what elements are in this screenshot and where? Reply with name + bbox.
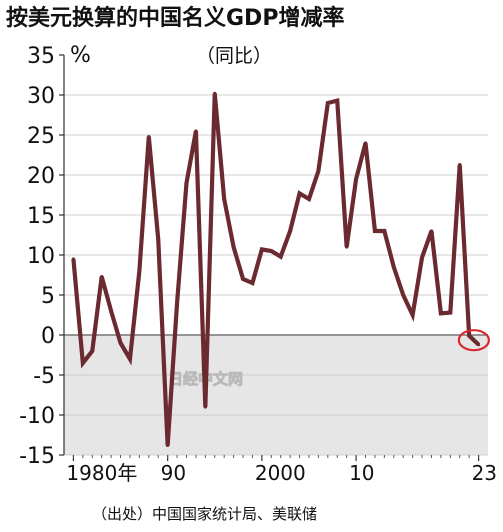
x-tick-label: 90 [161,461,186,485]
data-point [373,229,377,233]
data-point [429,229,434,233]
data-point [232,245,236,249]
data-point [297,191,302,195]
data-point [354,177,358,181]
data-point [467,334,471,338]
data-point [118,341,123,345]
data-point [448,311,452,315]
data-point [100,275,104,279]
x-tick-label: 10 [349,461,374,485]
y-tick-label: -15 [19,444,55,469]
data-point [363,141,368,145]
data-point [184,181,189,185]
x-tick-label: 1980年 [66,461,137,485]
x-tick-label: 2000 [255,461,306,485]
y-tick-label: 0 [41,324,55,349]
data-point [241,277,245,281]
data-point [279,255,283,259]
data-point [392,265,396,269]
data-point [147,135,151,139]
data-point [335,99,339,103]
data-point [213,91,217,95]
y-tick-label: 5 [41,284,55,309]
data-point [326,101,330,105]
x-tick-label: 23 [472,461,497,485]
data-point [90,349,94,353]
data-point [128,357,132,361]
y-tick-label: 15 [27,204,55,229]
data-point [458,163,462,167]
data-point [401,293,405,297]
negative-region-shading [64,335,488,455]
y-tick-label: 20 [27,164,55,189]
data-point [71,257,76,261]
data-point [203,405,207,409]
data-point [137,269,141,273]
data-point [288,229,292,233]
y-tick-label: 10 [27,244,55,269]
y-tick-label: 30 [27,84,55,109]
data-point [420,255,424,259]
y-tick-label: -10 [19,404,55,429]
data-point [411,313,415,317]
data-point [260,247,264,251]
data-point [439,311,443,315]
latest-point-highlight [457,329,490,352]
data-point [476,343,481,347]
data-point [345,245,349,249]
data-point [269,249,273,253]
data-point [166,443,170,447]
data-point [307,197,311,201]
data-point [175,301,179,305]
data-point [316,169,320,173]
chart-title: 按美元换算的中国名义GDP增减率 [6,5,344,31]
y-tick-label: 35 [27,44,55,69]
data-point [81,361,85,365]
source-note: （出处）中国国家统计局、美联储 [92,505,317,523]
data-point [109,309,113,313]
data-point [194,129,198,133]
data-point [382,229,386,233]
chart-subtitle: （同比） [196,45,272,67]
y-tick-label: 25 [27,124,55,149]
data-point [250,281,255,285]
gdp-growth-line [71,93,481,446]
y-axis-unit: % [70,43,91,68]
data-point [156,237,160,241]
y-tick-label: -5 [33,364,55,389]
data-point [222,197,226,201]
